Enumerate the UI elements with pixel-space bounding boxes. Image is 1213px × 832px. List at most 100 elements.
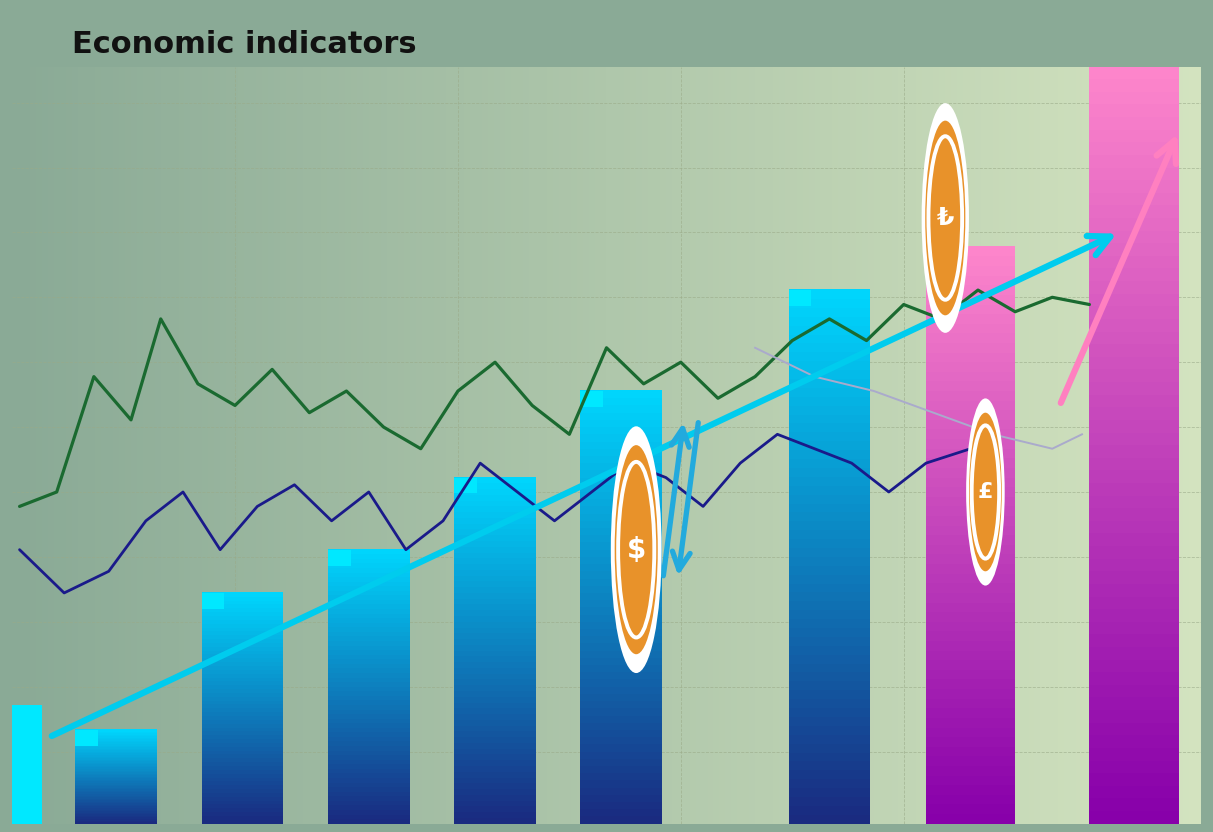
Bar xyxy=(788,618,870,628)
Bar xyxy=(926,746,1015,756)
Bar xyxy=(788,538,870,548)
Bar xyxy=(788,441,870,450)
Bar xyxy=(1089,583,1179,597)
Bar xyxy=(1089,532,1179,546)
Bar xyxy=(201,804,284,809)
Bar xyxy=(328,595,410,600)
Bar xyxy=(1089,621,1179,634)
Bar xyxy=(581,650,662,658)
Bar xyxy=(201,735,284,739)
Bar xyxy=(926,428,1015,439)
Bar xyxy=(788,494,870,503)
Bar xyxy=(416,67,429,824)
Bar xyxy=(581,592,662,600)
Bar xyxy=(788,698,870,708)
Bar xyxy=(201,815,284,820)
Bar xyxy=(581,391,603,407)
Bar xyxy=(59,67,73,824)
Bar xyxy=(201,800,284,805)
Bar xyxy=(328,654,410,659)
Bar xyxy=(328,558,410,563)
Bar xyxy=(328,782,410,787)
Bar xyxy=(357,67,370,824)
Bar xyxy=(328,713,410,719)
Bar xyxy=(1141,67,1155,824)
Bar xyxy=(1088,67,1101,824)
Bar xyxy=(926,323,1015,334)
Bar xyxy=(1154,67,1167,824)
Bar xyxy=(788,503,870,513)
Bar xyxy=(1089,419,1179,433)
Bar xyxy=(690,67,704,824)
Bar xyxy=(201,789,284,793)
Bar xyxy=(1089,457,1179,470)
Bar xyxy=(75,814,156,816)
Bar xyxy=(738,67,751,824)
Bar xyxy=(75,775,156,777)
Bar xyxy=(1089,242,1179,255)
Bar xyxy=(454,771,536,778)
Bar xyxy=(220,67,234,824)
Bar xyxy=(581,765,662,773)
Bar xyxy=(788,449,870,459)
Bar xyxy=(581,628,662,636)
Bar xyxy=(926,736,1015,747)
Bar xyxy=(1160,67,1173,824)
Bar xyxy=(75,735,156,738)
Bar xyxy=(600,67,614,824)
Bar xyxy=(788,290,811,306)
Bar xyxy=(926,496,1015,507)
Bar xyxy=(178,67,192,824)
Bar xyxy=(328,590,410,596)
Bar xyxy=(660,67,673,824)
Bar xyxy=(581,571,662,578)
Bar xyxy=(1089,116,1179,130)
Bar xyxy=(75,757,156,760)
Bar xyxy=(75,730,156,733)
Bar xyxy=(803,67,816,824)
Bar xyxy=(928,67,941,824)
Bar xyxy=(1089,671,1179,685)
Bar xyxy=(926,650,1015,661)
Bar xyxy=(303,67,317,824)
Bar xyxy=(788,574,870,583)
Bar xyxy=(1089,760,1179,773)
Bar xyxy=(926,409,1015,420)
Bar xyxy=(47,67,61,824)
Bar xyxy=(581,527,662,535)
Bar xyxy=(454,685,536,691)
Bar xyxy=(517,67,531,824)
Bar xyxy=(328,659,410,664)
Bar xyxy=(328,740,410,746)
Bar xyxy=(926,400,1015,410)
Bar xyxy=(1010,67,1024,824)
Bar xyxy=(84,67,97,824)
Bar xyxy=(201,792,284,797)
Bar xyxy=(788,485,870,495)
Bar xyxy=(381,67,394,824)
Bar xyxy=(581,419,662,427)
Bar xyxy=(788,814,870,824)
Bar xyxy=(581,498,662,507)
Bar xyxy=(328,722,410,728)
Bar xyxy=(571,67,585,824)
Bar xyxy=(328,581,410,587)
Bar xyxy=(581,657,662,665)
Bar xyxy=(814,67,828,824)
Bar xyxy=(53,67,67,824)
Bar xyxy=(201,761,284,766)
Bar xyxy=(160,67,175,824)
Bar xyxy=(779,67,792,824)
Bar xyxy=(328,709,410,714)
Bar xyxy=(107,67,120,824)
Bar xyxy=(809,67,822,824)
Bar xyxy=(1089,596,1179,609)
Bar xyxy=(75,803,156,805)
Bar xyxy=(328,691,410,696)
Bar xyxy=(454,477,536,483)
Bar xyxy=(581,556,662,564)
Bar xyxy=(926,487,1015,497)
Bar xyxy=(926,717,1015,727)
Bar xyxy=(113,67,126,824)
Bar xyxy=(926,352,1015,362)
